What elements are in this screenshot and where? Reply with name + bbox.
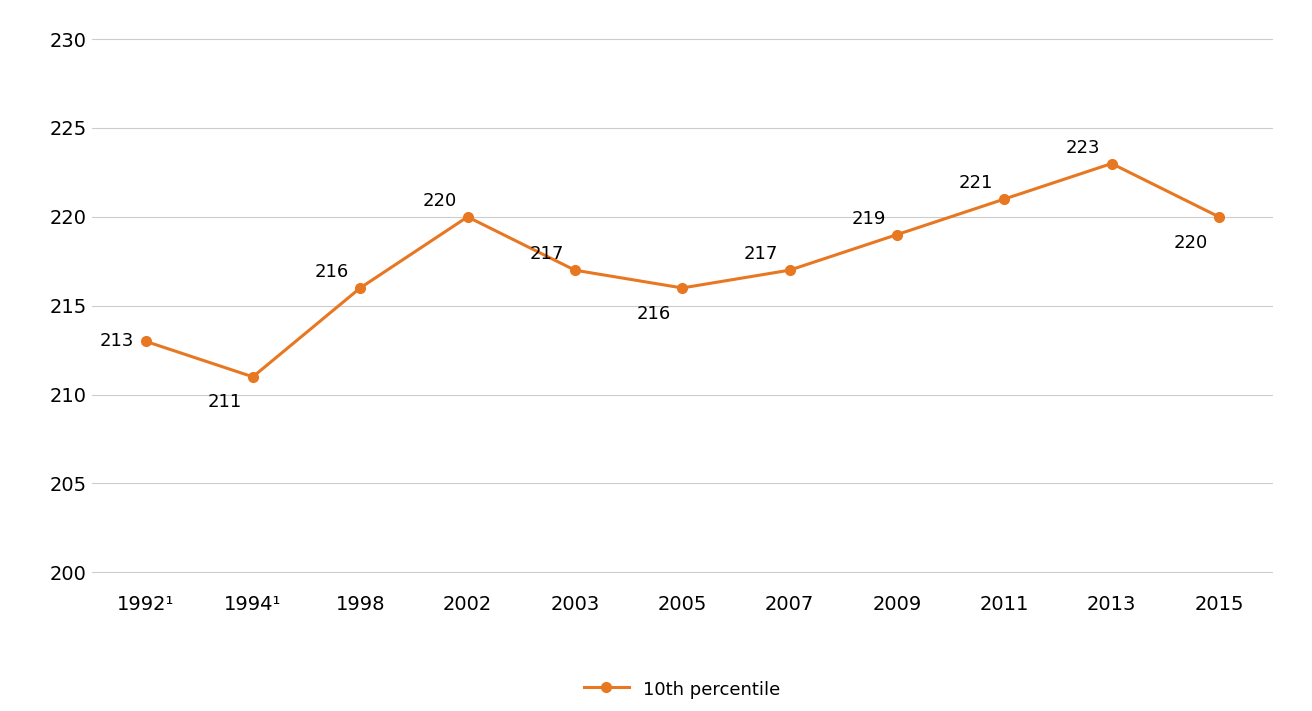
10th percentile: [245, 373, 261, 381]
10th percentile: [567, 266, 583, 274]
Text: 216: 216: [315, 263, 349, 281]
10th percentile: [1211, 213, 1227, 221]
Text: 223: 223: [1067, 139, 1101, 156]
10th percentile: [674, 284, 690, 292]
Text: 217: 217: [744, 245, 778, 263]
Legend: 10th percentile: 10th percentile: [576, 673, 789, 706]
10th percentile: [1103, 159, 1119, 168]
10th percentile: [459, 213, 475, 221]
Text: 220: 220: [1174, 233, 1208, 252]
Text: 211: 211: [207, 393, 241, 412]
Text: 220: 220: [422, 192, 457, 210]
Text: 219: 219: [851, 210, 886, 228]
10th percentile: [996, 195, 1012, 203]
Text: 221: 221: [959, 174, 993, 192]
10th percentile: [353, 284, 369, 292]
10th percentile: [138, 337, 154, 346]
Line: 10th percentile: 10th percentile: [140, 159, 1224, 382]
10th percentile: [782, 266, 798, 274]
Text: 213: 213: [100, 332, 134, 351]
10th percentile: [890, 230, 905, 239]
Text: 216: 216: [636, 304, 672, 323]
Text: 217: 217: [530, 245, 564, 263]
